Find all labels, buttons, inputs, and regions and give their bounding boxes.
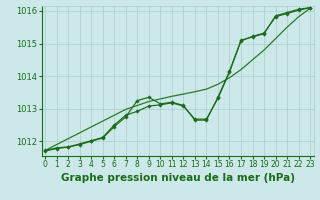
X-axis label: Graphe pression niveau de la mer (hPa): Graphe pression niveau de la mer (hPa) [60, 173, 295, 183]
